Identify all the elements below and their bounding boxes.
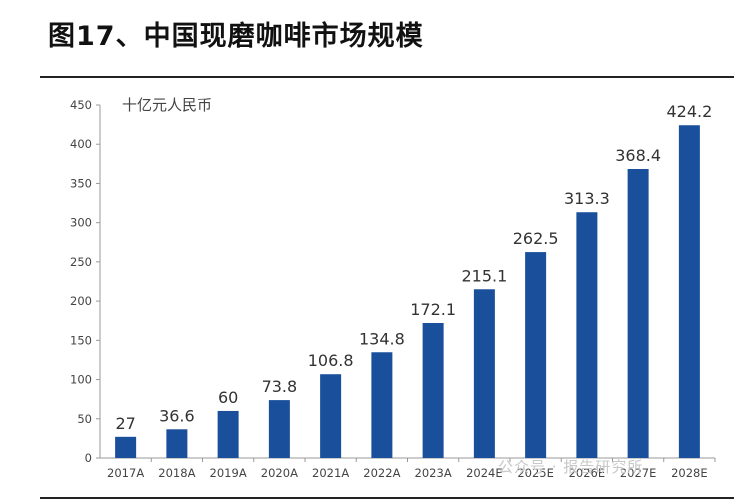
y-tick-label: 400 [70,137,92,151]
category-label: 2026E [569,466,606,480]
value-label: 262.5 [513,229,559,248]
title-divider [40,76,734,78]
unit-label: 十亿元人民币 [122,96,212,114]
category-label: 2028E [671,466,708,480]
category-label: 2018A [158,466,195,480]
value-label: 313.3 [564,189,610,208]
page-title: 图17、中国现磨咖啡市场规模 [48,21,424,52]
y-tick-label: 350 [70,176,92,190]
bar [678,125,700,458]
category-label: 2025E [517,466,554,480]
y-tick-label: 150 [70,333,92,347]
value-label: 106.8 [308,351,354,370]
category-label: 2020A [261,466,298,480]
value-label: 27 [115,414,135,433]
category-labels: 2017A 2018A 2019A 2020A 2021A 2022A 2023A 2024E… [107,458,716,480]
bar [371,352,393,458]
value-label: 215.1 [461,266,507,285]
bar [166,429,188,458]
category-label: 2017A [107,466,144,480]
y-tick-label: 0 [85,451,92,465]
y-tick-label: 300 [70,216,92,230]
bar [115,436,137,458]
bars [115,125,700,458]
category-label: 2027E [620,466,657,480]
bar [320,374,342,458]
value-label: 172.1 [410,300,456,319]
value-label: 134.8 [359,329,405,348]
y-tick-label: 200 [70,294,92,308]
y-tick-label: 250 [70,255,92,269]
category-label: 2022A [363,466,400,480]
bar [268,400,290,458]
bar [627,169,649,458]
y-tick-label: 450 [70,98,92,112]
category-label: 2021A [312,466,349,480]
y-tick-label: 50 [77,412,92,426]
y-axis-ticks: 0 50 100 150 200 250 300 350 400 450 [70,98,100,465]
value-label: 60 [218,388,238,407]
bar [576,212,598,458]
value-label: 73.8 [262,377,298,396]
value-label: 36.6 [159,406,195,425]
watermark-text: 公众号 · 报告研究所 [498,458,644,476]
category-label: 2023A [415,466,452,480]
y-tick-label: 100 [70,373,92,387]
bar [422,322,444,458]
bar [473,289,495,458]
category-label: 2019A [210,466,247,480]
value-label: 424.2 [666,102,712,121]
category-label: 2024E [466,466,503,480]
bar [217,410,239,458]
bottom-divider [40,497,734,499]
value-label: 368.4 [615,146,661,165]
bar [525,252,547,458]
value-labels: 27 36.6 60 73.8 106.8 134.8 172.1 215.1 262.5 313… [115,102,712,433]
